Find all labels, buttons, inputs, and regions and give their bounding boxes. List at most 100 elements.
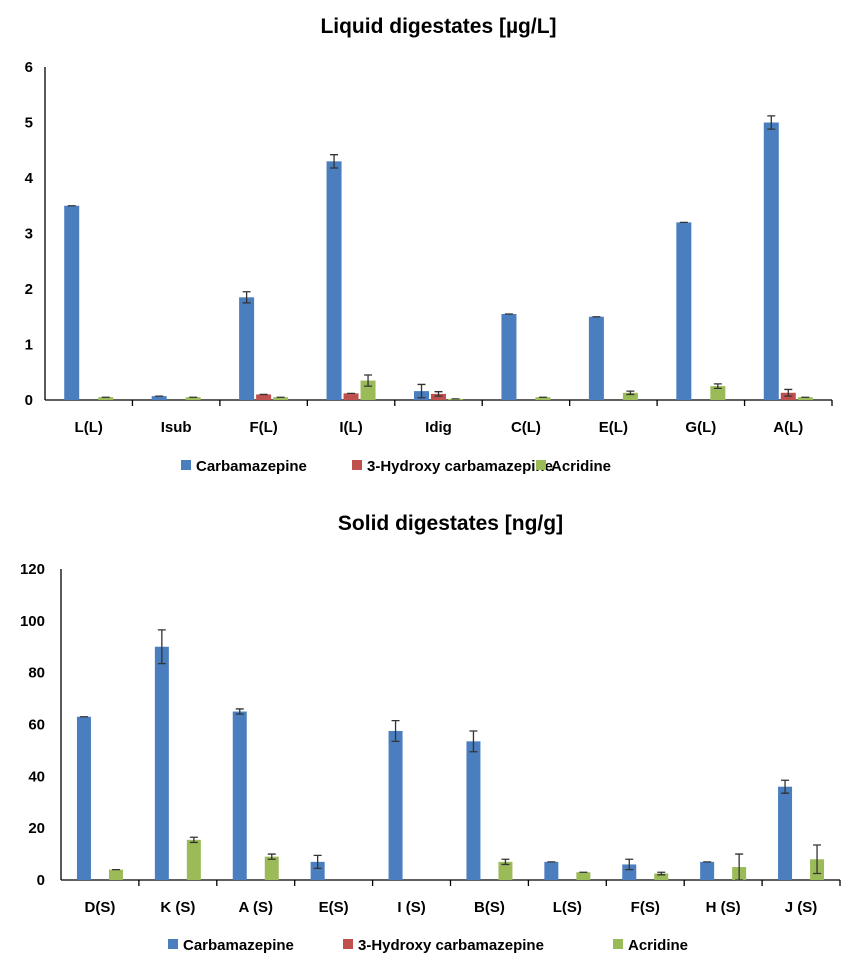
error-bar [434,391,443,397]
bar [544,861,559,880]
x-tick-label: I(L) [339,419,362,436]
error-bar [313,854,322,869]
bar [326,161,342,400]
chart-2: Solid digestates [ng/g] 0 20 40 60 80 100 120 D(… [20,512,841,954]
legend-swatch [168,939,178,949]
bar [151,396,167,400]
bar [535,397,551,400]
y-tick-label: 0 [25,392,33,409]
y-tick-label: 0 [37,872,45,889]
bar [64,205,80,400]
legend-swatch [536,460,546,470]
x-tick-label: A (S) [239,899,273,916]
error-bar [157,629,166,665]
error-bar [781,779,790,794]
error-bar [767,115,776,130]
bar [154,646,169,880]
bar [186,839,201,880]
x-tick-label: F(L) [249,419,277,436]
x-tick-label: E(S) [319,899,349,916]
bar [108,869,123,880]
y-tick-label: 2 [25,281,33,298]
error-bar [735,853,744,881]
bar [98,397,114,400]
bar [588,316,604,400]
error-bar [267,853,276,860]
bar [498,861,513,880]
bar [360,380,376,400]
y-tick-label: 100 [20,613,45,630]
x-tick-label: A(L) [773,419,803,436]
bar [264,856,279,880]
error-bar [189,836,198,844]
bar [622,864,637,880]
x-tick-label: D(S) [85,899,116,916]
y-tick-label: 3 [25,226,33,243]
error-bar [625,858,634,871]
x-tick-label: I (S) [397,899,425,916]
bar [700,861,715,880]
error-bar [330,154,339,169]
bar [501,313,517,400]
bar [778,786,793,880]
bar [273,397,289,400]
chart-1: Liquid digestates [µg/L] 0 1 2 3 4 5 6 L(L) Isub F… [25,15,833,475]
bar [239,297,255,400]
y-tick-label: 5 [25,115,33,132]
x-tick-label: K (S) [160,899,195,916]
legend-swatch [343,939,353,949]
x-tick-label: B(S) [474,899,505,916]
bar [185,397,201,400]
x-tick-label: H (S) [706,899,741,916]
y-tick-label: 4 [25,170,34,187]
bar [654,873,669,880]
error-bar [417,383,426,399]
bar [763,122,779,400]
legend-label: Acridine [628,937,688,954]
y-tick-label: 20 [28,820,45,837]
x-tick-label: G(L) [685,419,716,436]
bar [576,872,591,880]
x-tick-label: F(S) [631,899,660,916]
error-bar [242,291,251,304]
legend-swatch [181,460,191,470]
bar [797,397,813,400]
error-bar [713,383,722,389]
error-bar [364,374,373,387]
legend-label: 3-Hydroxy carbamazepine [367,458,553,475]
x-tick-label: Idig [425,419,452,436]
legend-label: 3-Hydroxy carbamazepine [358,937,544,954]
x-tick-label: L(S) [553,899,582,916]
legend-label: Carbamazepine [196,458,307,475]
error-bar [626,390,635,396]
bar [710,386,726,400]
y-tick-label: 60 [28,717,45,734]
legend-label: Acridine [551,458,611,475]
y-tick-label: 80 [28,665,45,682]
bar [232,711,247,880]
x-tick-label: J (S) [785,899,818,916]
chart-title: Liquid digestates [µg/L] [320,15,556,38]
y-tick-label: 40 [28,768,45,785]
legend-swatch [352,460,362,470]
bar [256,394,272,400]
x-tick-label: Isub [161,419,192,436]
y-tick-label: 6 [25,59,33,76]
error-bar [813,844,822,875]
bar [310,861,325,880]
error-bar [391,719,400,742]
y-tick-label: 120 [20,561,45,578]
bar [76,716,91,880]
x-tick-label: E(L) [599,419,628,436]
legend-label: Carbamazepine [183,937,294,954]
bar [343,393,359,400]
y-tick-label: 1 [25,337,33,354]
legend-swatch [613,939,623,949]
bar [676,222,692,400]
error-bar [501,858,510,866]
error-bar [235,708,244,715]
error-bar [784,388,793,397]
error-bar [469,730,478,753]
bar [466,741,481,880]
